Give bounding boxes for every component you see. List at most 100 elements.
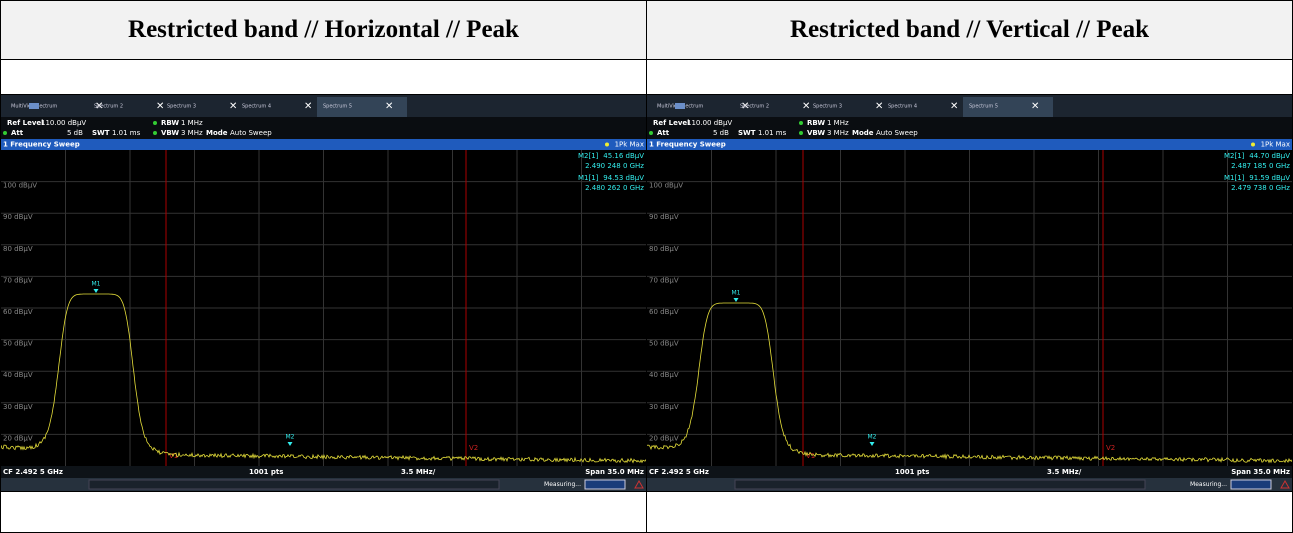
markers.1.freq: 2.479 738 0 GHz	[1231, 184, 1290, 192]
markers.0.name: M2[1]	[1224, 152, 1245, 160]
markers.1.name: M1[1]	[1224, 174, 1245, 182]
tab-close: ✕	[741, 101, 749, 112]
marker-tags.0: M1	[732, 290, 741, 297]
trace-indicator	[1251, 142, 1255, 147]
status-input	[734, 479, 1146, 490]
header-cell: Restricted band // Vertical // Peak	[646, 0, 1293, 60]
footer-bar	[647, 466, 1292, 478]
multiview-icon	[675, 103, 685, 109]
y-labels.7: 30 dBµV	[3, 403, 33, 411]
ref-level-label: Ref Level	[7, 119, 44, 127]
tab-close: ✕	[156, 101, 164, 112]
ref-level-label: Ref Level	[653, 119, 690, 127]
trace-indicator	[605, 142, 609, 147]
settings-bar	[647, 117, 1292, 139]
swt-label: SWT	[738, 129, 756, 137]
lines.1: V2	[469, 444, 478, 452]
mode-label: Mode	[852, 129, 874, 137]
indicator	[649, 131, 653, 135]
warning-icon	[1280, 479, 1290, 489]
markers.0.name: M2[1]	[578, 152, 599, 160]
trace	[1, 293, 646, 464]
marker-triangle	[869, 442, 875, 446]
tab-label: Spectrum 5	[323, 104, 352, 110]
footer.div: 3.5 MHz/	[401, 468, 436, 476]
progress	[1230, 479, 1272, 490]
tab-close: ✕	[229, 101, 237, 112]
header-cell: Restricted band // Horizontal // Peak	[0, 0, 647, 60]
multiview-icon	[29, 103, 39, 109]
window-title-bar	[647, 139, 1292, 150]
tab-label: MultiView	[11, 104, 35, 110]
footer.div: 3.5 MHz/	[1047, 468, 1082, 476]
indicator	[153, 121, 157, 125]
rbw: 1 MHz	[827, 119, 849, 127]
tab-label: Spectrum 4	[242, 104, 271, 110]
tab-label: Spectrum 3	[167, 104, 196, 110]
y-labels.6: 40 dBµV	[3, 371, 33, 379]
rbw: 1 MHz	[181, 119, 203, 127]
marker-tags.1: M2	[868, 434, 877, 441]
trace: 1Pk Max	[615, 141, 644, 149]
rbw-label: RBW	[161, 119, 179, 127]
markers.1.freq: 2.480 262 0 GHz	[585, 184, 644, 192]
tab-label: Spectrum 4	[888, 104, 917, 110]
trace: 1Pk Max	[1261, 141, 1290, 149]
vbw: 3 MHz	[827, 129, 849, 137]
indicator	[799, 121, 803, 125]
mode-label: Mode	[206, 129, 228, 137]
mode: Auto Sweep	[230, 129, 272, 137]
y-labels.3: 70 dBµV	[649, 276, 679, 284]
active-tab	[963, 97, 1053, 117]
tab-close: ✕	[950, 101, 958, 112]
y-labels.0: 100 dBµV	[649, 182, 683, 190]
y-labels.2: 80 dBµV	[649, 245, 679, 253]
window-title-bar	[1, 139, 646, 150]
lines.0: V1	[806, 452, 815, 460]
settings-bar	[1, 117, 646, 139]
att-label: Att	[11, 129, 24, 137]
window-title: 1 Frequency Sweep	[649, 141, 726, 149]
footer.cf: CF 2.492 5 GHz	[649, 468, 709, 476]
y-labels.1: 90 dBµV	[3, 213, 33, 221]
y-labels.5: 50 dBµV	[649, 340, 679, 348]
tab-close: ✕	[802, 101, 810, 112]
image-cell: MultiView Spectrum ✕ Spectrum 2 ✕ Spectrum 3 ✕…	[646, 94, 1293, 492]
y-labels.8: 20 dBµV	[649, 434, 679, 442]
marker-triangle	[93, 289, 99, 293]
swt-label: SWT	[92, 129, 110, 137]
empty-cell	[0, 491, 647, 533]
att: 5 dB	[67, 129, 83, 137]
active-tab	[317, 97, 407, 117]
ref-level: 110.00 dBµV	[41, 119, 86, 127]
y-labels.6: 40 dBµV	[649, 371, 679, 379]
footer.span: Span 35.0 MHz	[1231, 468, 1290, 476]
marker-triangle	[287, 442, 293, 446]
y-labels.7: 30 dBµV	[649, 403, 679, 411]
status: Measuring...	[1190, 481, 1227, 488]
y-labels.0: 100 dBµV	[3, 182, 37, 190]
markers.0.freq: 2.490 248 0 GHz	[585, 162, 644, 170]
y-labels.2: 80 dBµV	[3, 245, 33, 253]
tab-label: MultiView	[657, 104, 681, 110]
indicator	[799, 131, 803, 135]
empty-cell	[646, 491, 1293, 533]
swt: 1.01 ms	[758, 129, 787, 137]
lines.0: V1	[169, 452, 178, 460]
warning-icon	[634, 479, 644, 489]
footer-bar	[1, 466, 646, 478]
indicator	[3, 131, 7, 135]
y-labels.3: 70 dBµV	[3, 276, 33, 284]
markers.1.level: 94.53 dBµV	[603, 174, 644, 182]
tab-close: ✕	[385, 101, 393, 112]
markers.0.freq: 2.487 185 0 GHz	[1231, 162, 1290, 170]
markers.0.level: 44.70 dBµV	[1249, 152, 1290, 160]
footer.points: 1001 pts	[895, 468, 929, 476]
tab-close: ✕	[875, 101, 883, 112]
trace	[647, 302, 1292, 464]
y-labels.1: 90 dBµV	[649, 213, 679, 221]
vbw-label: VBW	[161, 129, 179, 137]
indicator	[153, 131, 157, 135]
